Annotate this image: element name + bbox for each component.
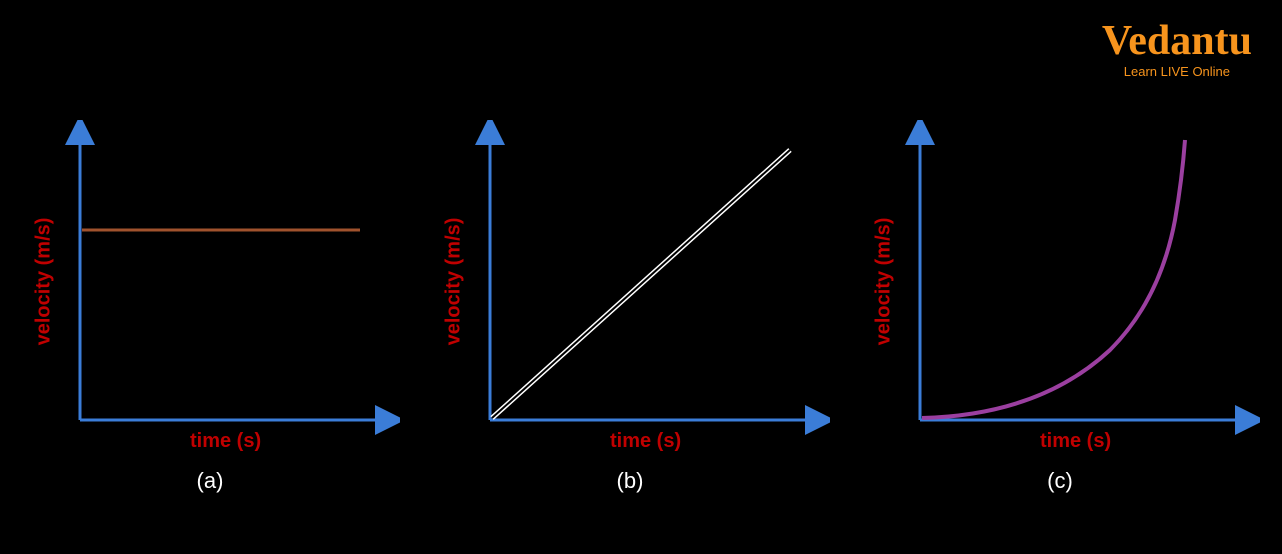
y-axis-label: velocity (m/s)	[32, 218, 55, 346]
charts-row: velocity (m/s) time (s) (a) velocity (m/…	[20, 120, 1260, 494]
logo-sub-text: Learn LIVE Online	[1102, 64, 1252, 79]
data-line-b	[492, 150, 790, 418]
chart-b-caption: (b)	[617, 468, 644, 494]
chart-a-caption: (a)	[197, 468, 224, 494]
chart-a: velocity (m/s) time (s)	[20, 120, 400, 460]
y-axis-label: velocity (m/s)	[872, 218, 895, 346]
chart-b-svg	[430, 120, 830, 460]
chart-b: velocity (m/s) time (s)	[430, 120, 830, 460]
chart-a-svg	[20, 120, 400, 460]
x-axis-label: time (s)	[190, 430, 261, 453]
chart-c: velocity (m/s) time (s)	[860, 120, 1260, 460]
brand-logo: Vedantu Learn LIVE Online	[1102, 20, 1252, 79]
y-axis-label: velocity (m/s)	[442, 218, 465, 346]
chart-a-wrap: velocity (m/s) time (s) (a)	[20, 120, 400, 494]
x-axis-label: time (s)	[1040, 430, 1111, 453]
x-axis-label: time (s)	[610, 430, 681, 453]
logo-main-text: Vedantu	[1102, 20, 1252, 62]
chart-b-wrap: velocity (m/s) time (s) (b)	[430, 120, 830, 494]
chart-c-caption: (c)	[1047, 468, 1073, 494]
chart-c-svg	[860, 120, 1260, 460]
data-curve-c	[922, 140, 1185, 418]
chart-c-wrap: velocity (m/s) time (s) (c)	[860, 120, 1260, 494]
